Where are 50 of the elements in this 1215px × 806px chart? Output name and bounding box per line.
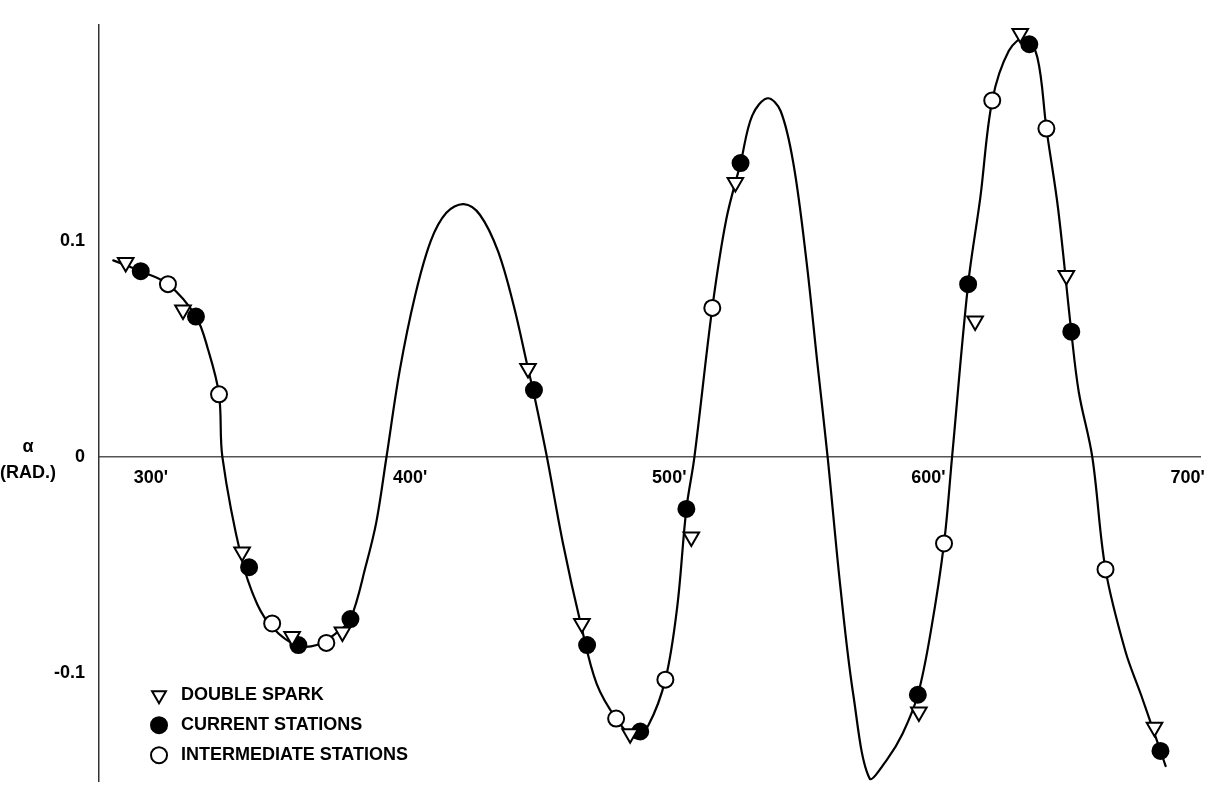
legend-label: DOUBLE SPARK (181, 684, 324, 705)
point (240, 558, 259, 577)
point (186, 307, 205, 326)
point (656, 670, 675, 689)
point (726, 177, 745, 193)
point (573, 617, 591, 634)
legend-label: INTERMEDIATE STATIONS (181, 744, 409, 765)
point (174, 304, 192, 321)
point (116, 257, 135, 273)
point (731, 154, 750, 173)
point (908, 685, 927, 704)
point (621, 728, 639, 744)
point (703, 298, 722, 317)
point (966, 315, 984, 331)
x-tick-label: 600' (911, 466, 946, 487)
x-tick-label: 500' (652, 466, 687, 487)
point (1145, 721, 1164, 738)
point (1057, 269, 1076, 286)
point (1096, 560, 1115, 579)
point (524, 381, 543, 400)
point (1062, 322, 1081, 341)
point (607, 709, 626, 728)
point (677, 499, 696, 518)
point (519, 362, 537, 379)
point (333, 626, 352, 643)
point (233, 546, 251, 563)
point (158, 275, 177, 294)
point (578, 636, 597, 655)
point (935, 534, 954, 553)
point (983, 91, 1002, 110)
x-tick-label: 300' (133, 466, 169, 487)
y-tick-label: -0.1 (53, 662, 86, 683)
point (1011, 27, 1030, 44)
point (959, 275, 978, 294)
legend-label: CURRENT STATIONS (181, 714, 363, 735)
y-axis-title: α (RAD.) (0, 436, 56, 482)
point (910, 706, 928, 723)
x-tick-label: 400' (392, 466, 428, 487)
point (1020, 35, 1039, 54)
point (131, 262, 150, 281)
point (1037, 119, 1056, 138)
point (341, 610, 360, 629)
point (1151, 741, 1170, 760)
point (317, 633, 336, 652)
x-tick-label: 700' (1170, 466, 1205, 487)
point (210, 385, 229, 404)
y-tick-label: 0.1 (59, 229, 86, 250)
point (682, 531, 701, 547)
y-tick-label: 0 (75, 446, 86, 466)
point (263, 614, 282, 633)
